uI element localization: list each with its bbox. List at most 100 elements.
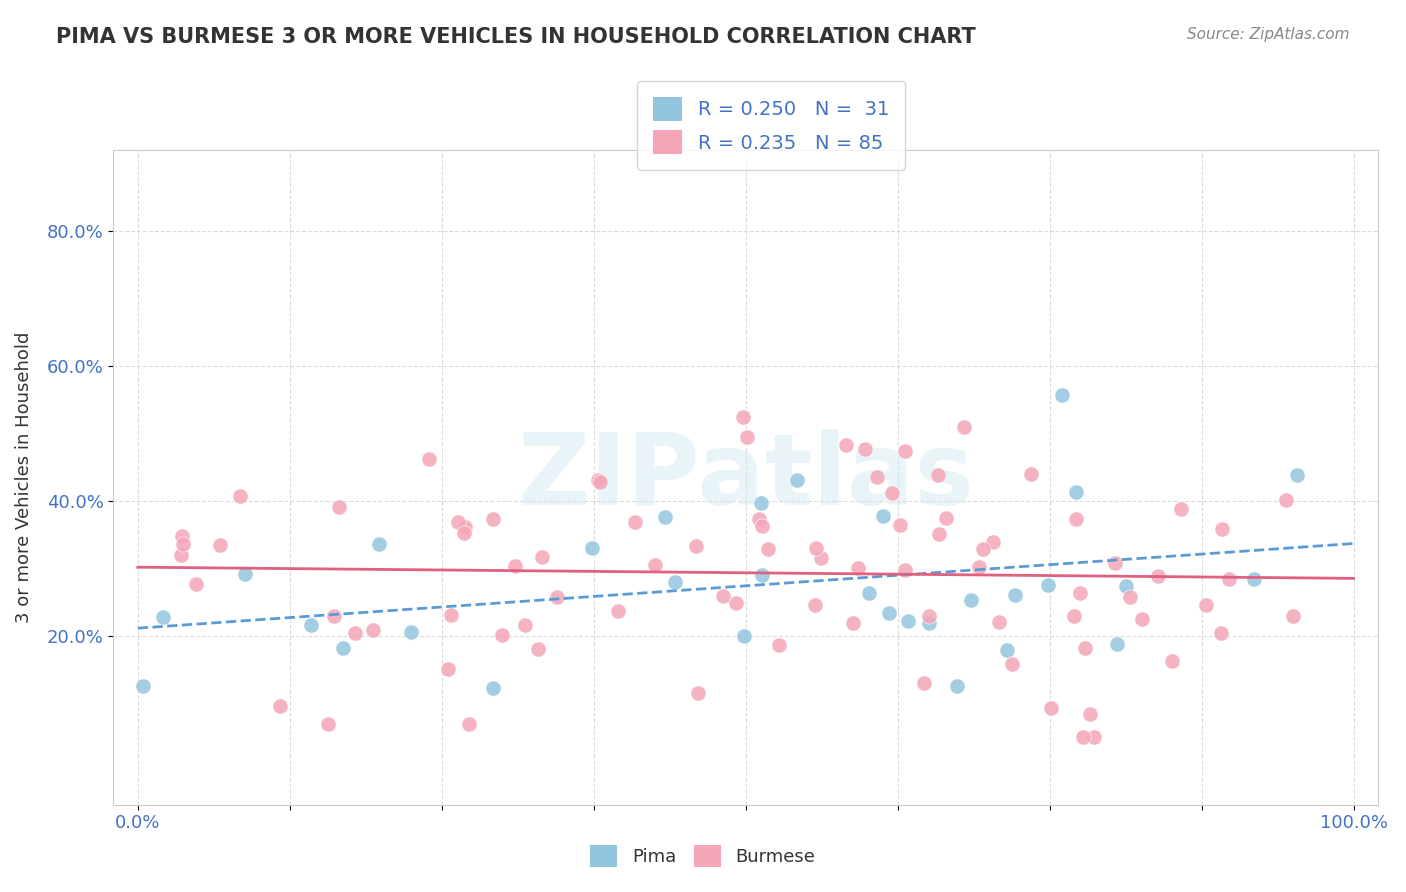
Point [804,541,827,555]
Point [344,626,367,640]
Point [935,510,957,524]
Point [917,616,939,631]
Point [1073,730,1095,744]
Point [1064,485,1087,500]
Point [946,679,969,693]
Point [1115,579,1137,593]
Point [894,563,917,577]
Point [399,624,422,639]
Point [491,628,513,642]
Point [960,592,983,607]
Point [588,475,610,490]
Point [1211,522,1233,536]
Point [481,681,503,696]
Point [332,641,354,656]
Point [1243,572,1265,586]
Point [751,568,773,582]
Point [644,558,666,573]
Point [967,559,990,574]
Point [170,548,193,562]
Point [1078,707,1101,722]
Point [1147,568,1170,582]
Point [894,443,917,458]
Point [447,515,470,529]
Point [751,519,773,533]
Point [440,608,463,623]
Point [229,489,252,503]
Point [972,542,994,557]
Text: PIMA VS BURMESE 3 OR MORE VEHICLES IN HOUSEHOLD CORRELATION CHART: PIMA VS BURMESE 3 OR MORE VEHICLES IN HO… [56,27,976,46]
Point [733,410,755,425]
Point [1000,657,1022,671]
Point [749,496,772,510]
Point [1038,578,1060,592]
Point [172,529,194,543]
Point [912,676,935,690]
Text: ZIPatlas: ZIPatlas [517,429,974,526]
Point [685,539,707,553]
Point [586,473,609,487]
Point [1285,467,1308,482]
Point [481,511,503,525]
Point [1119,591,1142,605]
Legend: R = 0.250   N =  31, R = 0.235   N = 85: R = 0.250 N = 31, R = 0.235 N = 85 [637,81,904,169]
Point [581,541,603,555]
Point [688,685,710,699]
Point [733,629,755,643]
Point [918,608,941,623]
Point [711,590,734,604]
Point [515,618,537,632]
Point [1275,493,1298,508]
Point [436,662,458,676]
Point [927,467,949,482]
Point [1281,609,1303,624]
Point [546,590,568,604]
Point [768,639,790,653]
Legend: Pima, Burmese: Pima, Burmese [583,838,823,874]
Point [152,610,174,624]
Point [872,508,894,523]
Point [1170,501,1192,516]
Point [1160,654,1182,668]
Point [877,606,900,620]
Point [1130,612,1153,626]
Point [810,550,832,565]
Point [131,679,153,693]
Point [1040,700,1063,714]
Point [1083,730,1105,744]
Point [1069,586,1091,600]
Point [328,500,350,514]
Point [453,520,475,534]
Point [995,642,1018,657]
Point [928,527,950,541]
Point [725,596,748,610]
Point [853,442,876,456]
Point [654,509,676,524]
Point [987,615,1010,629]
Point [1052,388,1074,402]
Point [1004,588,1026,602]
Point [527,641,550,656]
Text: Source: ZipAtlas.com: Source: ZipAtlas.com [1187,27,1350,42]
Point [858,586,880,600]
Y-axis label: 3 or more Vehicles in Household: 3 or more Vehicles in Household [15,332,32,624]
Point [233,567,256,582]
Point [804,598,827,612]
Point [453,526,475,541]
Point [953,420,976,434]
Point [664,574,686,589]
Point [186,577,208,591]
Point [457,717,479,731]
Point [882,486,904,500]
Point [316,717,339,731]
Point [606,603,628,617]
Point [748,512,770,526]
Point [835,438,858,452]
Point [299,617,322,632]
Point [1063,609,1085,624]
Point [1073,641,1095,656]
Point [363,623,385,637]
Point [208,538,231,552]
Point [418,451,440,466]
Point [1105,637,1128,651]
